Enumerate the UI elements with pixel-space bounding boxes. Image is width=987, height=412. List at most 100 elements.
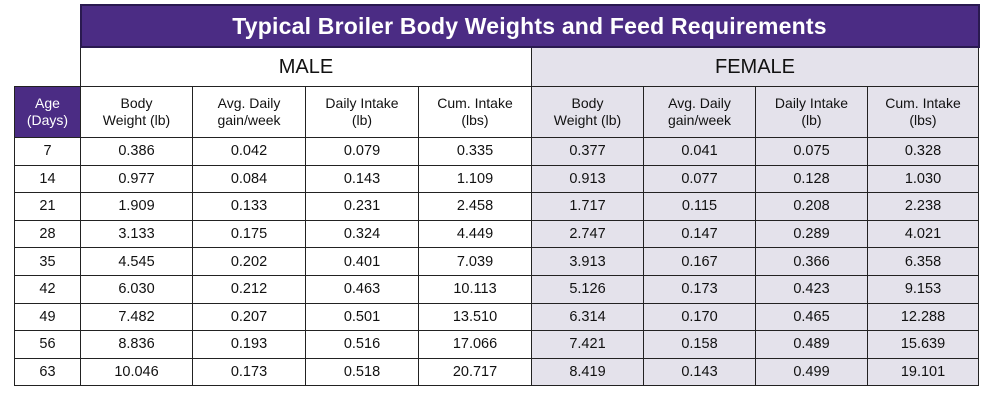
male-avg-daily-gain-cell: 0.084 [192,164,306,194]
header-line2: (lbs) [909,112,937,128]
male-avg-daily-gain-cell: 0.193 [192,330,306,359]
table-row: 35 4.545 0.202 0.401 7.039 3.913 0.167 0.366 6.3… [14,247,979,276]
female-avg-daily-gain-cell: 0.115 [643,192,756,221]
female-body-weight-cell: 7.421 [531,330,644,359]
male-body-weight-cell: 8.836 [80,330,193,359]
header-line2: (lb) [351,112,373,128]
male-cum-intake-cell: 1.109 [418,164,532,194]
female-daily-intake-cell: 0.075 [755,137,868,166]
male-body-weight-cell: 0.977 [80,164,193,194]
male-cum-intake-cell: 20.717 [418,357,532,387]
male-daily-intake-cell: 0.401 [305,247,419,276]
male-body-weight-cell: 10.046 [80,357,193,387]
male-daily-intake-cell: 0.324 [305,219,419,249]
male-daily-intake-cell: 0.516 [305,330,419,359]
female-daily-intake-cell: 0.128 [755,164,868,194]
male-daily-intake-cell: 0.143 [305,164,419,194]
female-body-weight-cell: 0.913 [531,164,644,194]
age-cell: 56 [14,330,81,359]
female-cum-intake-cell: 19.101 [867,357,979,387]
male-avg-daily-gain-cell: 0.207 [192,302,306,332]
male-avg-daily-gain-cell: 0.133 [192,192,306,221]
female-cum-intake-cell: 2.238 [867,192,979,221]
female-body-weight-cell: 2.747 [531,219,644,249]
male-body-weight-cell: 0.386 [80,137,193,166]
female-avg-daily-gain-cell: 0.173 [643,274,756,304]
female-body-weight-cell: 1.717 [531,192,644,221]
female-avg-daily-gain-cell: 0.077 [643,164,756,194]
broiler-table-container: Typical Broiler Body Weights and Feed Re… [14,4,980,387]
header-line1: Avg. Daily [217,95,281,111]
female-group-header: FEMALE [531,46,979,87]
female-avg-daily-gain-cell: 0.143 [643,357,756,387]
header-line2: (lb) [801,112,822,128]
male-daily-intake-cell: 0.079 [305,137,419,166]
female-daily-intake-cell: 0.499 [755,357,868,387]
male-avg-daily-gain-cell: 0.042 [192,137,306,166]
table-row: 7 0.386 0.042 0.079 0.335 0.377 0.041 0.075 0.32… [14,137,979,166]
male-body-weight-cell: 1.909 [80,192,193,221]
female-body-weight-cell: 0.377 [531,137,644,166]
header-line1: Daily Intake [325,95,399,111]
female-avg-daily-gain-cell: 0.167 [643,247,756,276]
female-body-weight-cell: 8.419 [531,357,644,387]
female-avg-daily-gain-cell: 0.158 [643,330,756,359]
header-line1: Cum. Intake [885,95,961,111]
female-body-weight-header: Body Weight (lb) [531,86,644,138]
male-cum-intake-cell: 7.039 [418,247,532,276]
age-cell: 28 [14,219,81,249]
age-cell: 63 [14,357,81,387]
female-cum-intake-header: Cum. Intake (lbs) [867,86,979,138]
male-body-weight-cell: 6.030 [80,274,193,304]
female-daily-intake-cell: 0.208 [755,192,868,221]
header-line1: Cum. Intake [437,95,513,111]
male-avg-daily-gain-cell: 0.173 [192,357,306,387]
table-row: 28 3.133 0.175 0.324 4.449 2.747 0.147 0.289 4.0… [14,219,979,249]
male-cum-intake-cell: 0.335 [418,137,532,166]
age-cell: 7 [14,137,81,166]
female-cum-intake-cell: 0.328 [867,137,979,166]
age-header-line2: (Days) [26,112,69,128]
male-daily-intake-cell: 0.518 [305,357,419,387]
female-daily-intake-cell: 0.366 [755,247,868,276]
male-avg-daily-gain-cell: 0.175 [192,219,306,249]
table-row: 56 8.836 0.193 0.516 17.066 7.421 0.158 0.489 15… [14,330,979,359]
corner-blank [14,47,81,87]
header-line2: gain/week [667,112,732,128]
female-body-weight-cell: 6.314 [531,302,644,332]
age-header-line1: Age [35,95,60,111]
header-line1: Daily Intake [774,95,849,111]
female-cum-intake-cell: 1.030 [867,164,979,194]
male-body-weight-header: Body Weight (lb) [80,86,193,138]
female-daily-intake-cell: 0.465 [755,302,868,332]
table-row: 49 7.482 0.207 0.501 13.510 6.314 0.170 0.465 12… [14,302,979,332]
male-body-weight-cell: 3.133 [80,219,193,249]
header-line2: gain/week [217,112,281,128]
female-daily-intake-header: Daily Intake (lb) [755,86,868,138]
male-cum-intake-cell: 17.066 [418,330,532,359]
male-daily-intake-cell: 0.463 [305,274,419,304]
broiler-weights-table: Typical Broiler Body Weights and Feed Re… [14,4,980,387]
female-body-weight-cell: 5.126 [531,274,644,304]
male-daily-intake-cell: 0.501 [305,302,419,332]
table-row: 63 10.046 0.173 0.518 20.717 8.419 0.143 0.499 1… [14,357,979,387]
age-cell: 35 [14,247,81,276]
male-avg-daily-gain-cell: 0.212 [192,274,306,304]
age-cell: 14 [14,164,81,194]
female-daily-intake-cell: 0.423 [755,274,868,304]
corner-blank [14,5,81,47]
table-row: 21 1.909 0.133 0.231 2.458 1.717 0.115 0.208 2.2… [14,192,979,221]
header-line1: Avg. Daily [668,95,731,111]
male-group-header: MALE [80,46,532,87]
female-daily-intake-cell: 0.289 [755,219,868,249]
female-cum-intake-cell: 12.288 [867,302,979,332]
male-avg-daily-gain-header: Avg. Daily gain/week [192,86,306,138]
male-cum-intake-cell: 13.510 [418,302,532,332]
age-cell: 49 [14,302,81,332]
female-avg-daily-gain-header: Avg. Daily gain/week [643,86,756,138]
male-cum-intake-cell: 10.113 [418,274,532,304]
female-cum-intake-cell: 9.153 [867,274,979,304]
male-daily-intake-cell: 0.231 [305,192,419,221]
header-line2: Weight (lb) [553,112,622,128]
age-cell: 21 [14,192,81,221]
